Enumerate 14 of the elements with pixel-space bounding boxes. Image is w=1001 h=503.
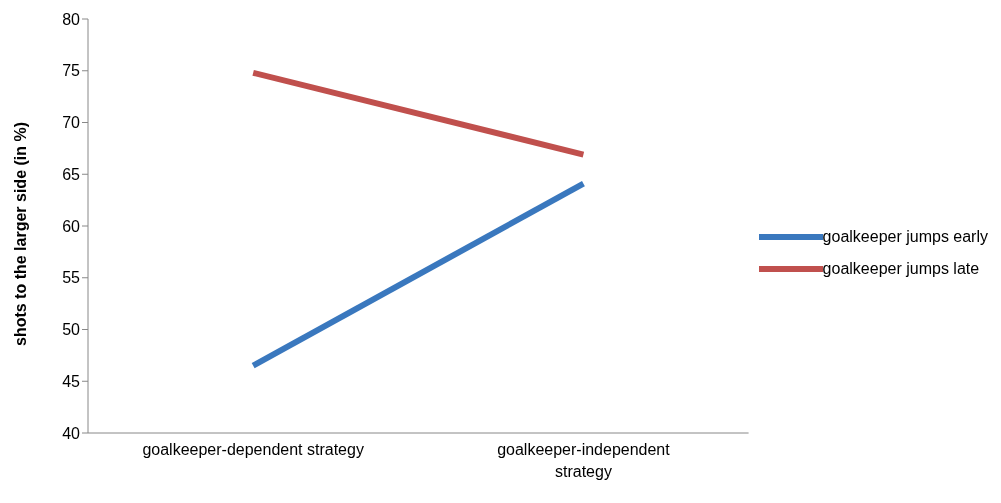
y-tick-label: 45: [62, 372, 81, 390]
legend-label: goalkeeper jumps late: [822, 260, 980, 278]
x-tick-label: goalkeeper-dependent strategy: [142, 441, 364, 458]
y-axis-title: shots to the larger side (in %): [11, 121, 29, 346]
y-tick-label: 80: [62, 10, 81, 28]
x-tick-label: goalkeeper-independent strategy: [497, 441, 671, 480]
y-tick-label: 75: [62, 62, 81, 80]
legend-label: goalkeeper jumps early: [822, 228, 988, 246]
y-tick-label: 60: [62, 217, 81, 235]
y-tick-label: 65: [62, 165, 81, 183]
y-tick-label: 50: [62, 321, 81, 339]
y-tick-label: 70: [62, 114, 81, 132]
y-tick-label: 55: [62, 269, 81, 287]
y-tick-label: 40: [62, 424, 81, 442]
